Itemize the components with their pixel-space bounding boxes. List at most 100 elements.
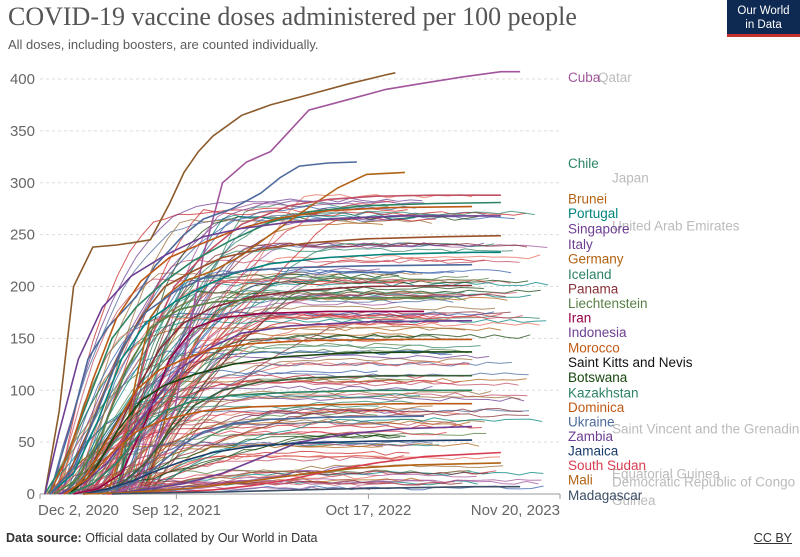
y-tick-label: 350 bbox=[10, 123, 35, 140]
background-country-line bbox=[145, 292, 506, 494]
background-country-line bbox=[145, 417, 543, 495]
background-country-line bbox=[59, 315, 481, 494]
background-country-line bbox=[103, 280, 404, 495]
country-label-brunei[interactable]: Brunei bbox=[568, 191, 607, 206]
series-line-liechtenstein[interactable] bbox=[53, 297, 434, 495]
country-label-chile[interactable]: Chile bbox=[568, 156, 599, 171]
country-label-dominica[interactable]: Dominica bbox=[568, 400, 625, 415]
series-line-jamaica[interactable] bbox=[83, 439, 473, 495]
owid-logo[interactable]: Our World in Data bbox=[727, 0, 800, 37]
chart-subtitle: All doses, including boosters, are count… bbox=[8, 37, 319, 52]
series-line-ukraine[interactable] bbox=[83, 415, 425, 495]
series-line-kazakhstan[interactable] bbox=[68, 389, 473, 495]
series-line-iran[interactable] bbox=[73, 310, 425, 495]
country-label-madagascar[interactable]: Madagascar bbox=[568, 488, 643, 503]
background-country-line bbox=[96, 344, 481, 494]
series-line-saint-kitts-and-nevis[interactable] bbox=[68, 351, 473, 495]
y-tick-label: 50 bbox=[18, 434, 35, 451]
y-tick-label: 250 bbox=[10, 227, 35, 244]
data-source-text: Official data collated by Our World in D… bbox=[85, 531, 318, 545]
country-label-portugal[interactable]: Portugal bbox=[568, 206, 618, 221]
background-country-line bbox=[92, 298, 454, 493]
country-label-iran[interactable]: Iran bbox=[568, 311, 591, 326]
country-label-morocco[interactable]: Morocco bbox=[568, 341, 620, 356]
x-tick-label: Nov 20, 2023 bbox=[471, 502, 560, 519]
country-label-liechtenstein[interactable]: Liechtenstein bbox=[568, 296, 648, 311]
country-label-singapore[interactable]: Singapore bbox=[568, 221, 630, 236]
country-label-democratic-republic-of-congo: Democratic Republic of Congo bbox=[612, 475, 795, 490]
background-country-line bbox=[132, 361, 469, 494]
country-label-cuba[interactable]: Cuba bbox=[568, 70, 601, 85]
country-label-kazakhstan[interactable]: Kazakhstan bbox=[568, 385, 639, 400]
data-source-label: Data source: bbox=[6, 531, 82, 545]
background-country-line bbox=[72, 290, 434, 495]
y-tick-label: 150 bbox=[10, 330, 35, 347]
background-country-line bbox=[59, 315, 540, 495]
country-label-germany[interactable]: Germany bbox=[568, 251, 624, 266]
background-country-line bbox=[105, 434, 406, 495]
background-country-line bbox=[67, 276, 381, 493]
series-line-japan[interactable] bbox=[106, 171, 405, 495]
background-country-line bbox=[135, 313, 425, 495]
series-line-portugal[interactable] bbox=[44, 201, 501, 495]
series-line-iceland[interactable] bbox=[49, 263, 473, 495]
y-tick-label: 400 bbox=[10, 71, 35, 88]
background-country-line bbox=[149, 375, 415, 495]
country-label-ukraine[interactable]: Ukraine bbox=[568, 414, 615, 429]
logo-line-2: in Data bbox=[745, 19, 782, 31]
background-country-line bbox=[47, 393, 421, 494]
series-line-madagascar[interactable] bbox=[111, 485, 521, 495]
background-country-line bbox=[142, 390, 492, 494]
background-country-line bbox=[118, 242, 528, 495]
background-country-line bbox=[80, 277, 489, 495]
license-link[interactable]: CC BY bbox=[753, 531, 792, 545]
background-country-line bbox=[128, 247, 513, 494]
country-label-iceland[interactable]: Iceland bbox=[568, 267, 612, 282]
series-line-united-arab-emirates[interactable] bbox=[44, 215, 501, 495]
series-line-dominica[interactable] bbox=[63, 402, 473, 495]
background-country-line bbox=[112, 420, 390, 495]
series-line-singapore[interactable] bbox=[48, 205, 473, 495]
background-country-line bbox=[106, 479, 539, 494]
background-country-line bbox=[46, 481, 455, 495]
background-series-lines bbox=[44, 193, 549, 495]
country-label-south-sudan[interactable]: South Sudan bbox=[568, 458, 646, 473]
y-tick-label: 200 bbox=[10, 279, 35, 296]
background-country-line bbox=[83, 219, 432, 495]
chart-title: COVID-19 vaccine doses administered per … bbox=[8, 2, 577, 31]
data-source: Data source: Official data collated by O… bbox=[6, 531, 318, 545]
x-tick-label: Sep 12, 2021 bbox=[132, 502, 221, 519]
series-line-chile[interactable] bbox=[48, 161, 357, 495]
series-line-brunei[interactable] bbox=[92, 194, 501, 495]
x-tick-label: Dec 2, 2020 bbox=[38, 502, 119, 519]
background-country-line bbox=[53, 318, 547, 495]
series-line-qatar[interactable] bbox=[44, 72, 396, 495]
background-country-line bbox=[83, 392, 528, 495]
y-tick-label: 300 bbox=[10, 175, 35, 192]
background-country-line bbox=[91, 454, 501, 495]
background-country-line bbox=[129, 200, 395, 493]
country-label-japan: Japan bbox=[612, 171, 649, 186]
background-country-line bbox=[52, 200, 425, 494]
background-country-line bbox=[62, 342, 412, 494]
logo-line-1: Our World bbox=[737, 5, 790, 17]
country-label-zambia[interactable]: Zambia bbox=[568, 429, 614, 444]
country-label-united-arab-emirates: United Arab Emirates bbox=[612, 218, 740, 233]
line-chart: 0 50 100 150 200 250 300 350 400 Dec 2, 2020 Sep 1… bbox=[10, 70, 800, 519]
series-line-germany[interactable] bbox=[49, 251, 501, 495]
country-label-mali[interactable]: Mali bbox=[568, 472, 593, 487]
country-label-indonesia[interactable]: Indonesia bbox=[568, 325, 627, 340]
series-line-zambia[interactable] bbox=[102, 425, 473, 495]
country-label-jamaica[interactable]: Jamaica bbox=[568, 443, 619, 458]
series-line-mali[interactable] bbox=[83, 462, 501, 495]
country-label-botswana[interactable]: Botswana bbox=[568, 370, 628, 385]
country-label-saint-kitts-and-nevis[interactable]: Saint Kitts and Nevis bbox=[568, 355, 693, 370]
series-line-indonesia[interactable] bbox=[58, 319, 473, 495]
background-country-line bbox=[90, 315, 523, 494]
country-label-italy[interactable]: Italy bbox=[568, 237, 593, 252]
background-country-line bbox=[141, 465, 382, 494]
country-label-panama[interactable]: Panama bbox=[568, 282, 619, 297]
x-tick-label: Oct 17, 2022 bbox=[325, 502, 411, 519]
background-country-line bbox=[138, 269, 512, 495]
series-line-morocco[interactable] bbox=[68, 338, 473, 495]
